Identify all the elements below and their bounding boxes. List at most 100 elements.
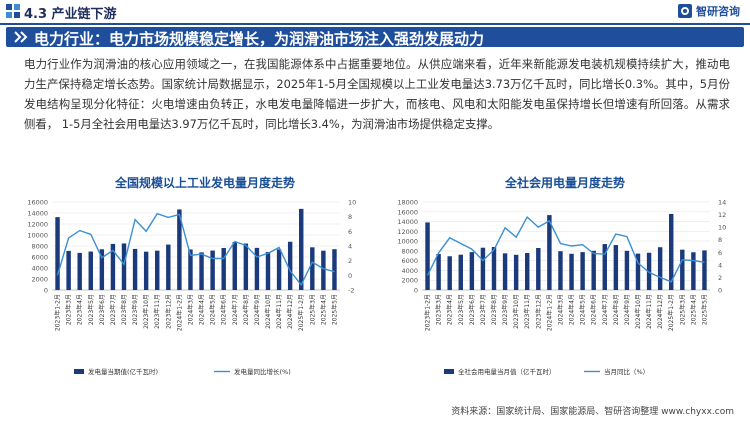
- y-tick-label-left: 2000: [31, 276, 48, 284]
- y-tick-label-left: 0: [414, 287, 418, 295]
- y-tick-label-left: 12000: [27, 221, 48, 229]
- bar: [210, 250, 215, 290]
- body-paragraph: 电力行业作为润滑油的核心应用领域之一，在我国能源体系中占据重要地位。从供应端来看…: [24, 57, 730, 131]
- chart-power-generation: 0 2000 4000 6000 8000 10000 12000 14000 16000 -2 0…: [27, 199, 356, 377]
- x-tick-label: 2024年11月: [275, 294, 283, 329]
- y-tick-label-right: 10: [348, 199, 356, 207]
- x-tick-label: 2024年1-2月: [545, 294, 553, 331]
- bar: [287, 241, 293, 290]
- bar: [177, 209, 182, 290]
- bar: [55, 217, 60, 290]
- x-tick-label: 2024年3月: [186, 294, 194, 325]
- x-tick-label: 2023年3月: [65, 294, 73, 325]
- x-tick-label: 2023年9月: [131, 294, 139, 325]
- x-tick-label: 2025年4月: [689, 294, 697, 325]
- chart1-title: 全国规模以上工业发电量月度走势: [114, 176, 295, 190]
- y-tick-label-left: 18000: [397, 199, 418, 207]
- bar: [491, 246, 497, 290]
- bar: [166, 244, 171, 290]
- x-tick-label: 2024年5月: [579, 294, 587, 325]
- series-line: [56, 212, 335, 287]
- y-tick-label-right: 0: [718, 287, 722, 295]
- bar: [310, 247, 315, 290]
- brand: 智研咨询: [678, 3, 740, 19]
- bar: [702, 250, 707, 290]
- y-tick-label-right: 6: [348, 228, 352, 236]
- x-tick-label: 2025年3月: [678, 294, 686, 325]
- bar: [536, 248, 541, 290]
- y-tick-label-right: 0: [348, 272, 352, 280]
- section-title: 4.3 产业链下游: [24, 7, 117, 22]
- bar: [132, 248, 138, 290]
- bar: [635, 253, 641, 290]
- series-line: [426, 215, 705, 283]
- legend-bar-label: 全社会用电量当月值（亿千瓦时）: [458, 367, 556, 376]
- x-tick-label: 2025年3月: [308, 294, 316, 325]
- y-tick-label-left: 16000: [27, 199, 48, 207]
- bar: [458, 254, 463, 290]
- x-tick-label: 2023年6月: [468, 294, 476, 325]
- x-tick-label: 2023年4月: [76, 294, 84, 325]
- x-tick-label: 2025年5月: [700, 294, 708, 325]
- y-tick-label-right: 8: [718, 236, 722, 244]
- bar: [480, 247, 486, 290]
- bar: [121, 243, 127, 290]
- y-tick-label-right: -2: [348, 287, 354, 295]
- y-tick-label-left: 6000: [401, 257, 418, 265]
- bar: [569, 253, 574, 290]
- bar: [143, 251, 149, 290]
- x-tick-label: 2023年11月: [153, 294, 161, 329]
- y-tick-label-left: 8000: [401, 247, 418, 255]
- bar: [232, 241, 237, 290]
- bar: [613, 245, 619, 290]
- x-tick-label: 2024年6月: [590, 294, 598, 325]
- y-tick-label-left: 0: [44, 287, 48, 295]
- x-tick-label: 2024年3月: [556, 294, 564, 325]
- x-tick-label: 2024年12月: [656, 294, 664, 329]
- source-note: 资料来源：国家统计局、国家能源局、智研咨询整理 www.chyxx.com: [451, 407, 734, 417]
- bar: [691, 252, 696, 290]
- bar: [276, 249, 282, 290]
- y-tick-label-left: 16000: [397, 208, 418, 216]
- bar: [221, 247, 226, 290]
- legend-line-label: 发电量同比增长(%): [234, 367, 291, 376]
- brand-logo-icon: [678, 4, 692, 18]
- legend-bar-label: 发电量当期值(亿千瓦时): [88, 367, 158, 376]
- x-tick-label: 2024年4月: [568, 294, 576, 325]
- bar: [657, 247, 663, 290]
- x-tick-label: 2023年5月: [87, 294, 95, 325]
- x-tick-label: 2023年12月: [534, 294, 542, 329]
- bar: [680, 249, 685, 290]
- bar: [332, 249, 337, 290]
- y-tick-label-left: 10000: [27, 232, 48, 240]
- y-tick-label-left: 4000: [31, 265, 48, 273]
- y-tick-label-right: 2: [718, 274, 722, 282]
- y-tick-label-right: 10: [718, 224, 726, 232]
- y-tick-label-right: 2: [348, 257, 352, 265]
- bar: [110, 243, 116, 290]
- banner: 电力行业：电力市场规模稳定增长，为润滑油市场注入强劲发展动力: [6, 27, 744, 48]
- bar: [199, 252, 204, 290]
- bar: [299, 208, 304, 290]
- bar: [265, 251, 271, 290]
- y-tick-label-right: 4: [718, 261, 722, 269]
- x-tick-label: 2023年1-2月: [424, 294, 432, 331]
- brand-name: 智研咨询: [696, 5, 740, 18]
- x-tick-label: 2024年11月: [645, 294, 653, 329]
- bar: [525, 252, 530, 290]
- legend-line-label: 当月同比（%）: [604, 367, 649, 376]
- x-tick-label: 2023年3月: [435, 294, 443, 325]
- top-bar: 4.3 产业链下游 智研咨询: [0, 0, 750, 24]
- x-tick-label: 2024年4月: [198, 294, 206, 325]
- section-icon: [6, 4, 20, 18]
- bar: [436, 254, 441, 290]
- x-tick-label: 2025年1-2月: [297, 294, 305, 331]
- x-tick-label: 2024年9月: [623, 294, 631, 325]
- y-tick-label-right: 6: [718, 249, 722, 257]
- chart2-title: 全社会用电量月度走势: [504, 176, 625, 190]
- x-tick-label: 2023年10月: [512, 294, 520, 329]
- x-tick-label: 2024年8月: [242, 294, 250, 325]
- x-tick-label: 2024年7月: [231, 294, 239, 325]
- bar: [447, 256, 452, 290]
- chevron-right-icon: [14, 31, 28, 43]
